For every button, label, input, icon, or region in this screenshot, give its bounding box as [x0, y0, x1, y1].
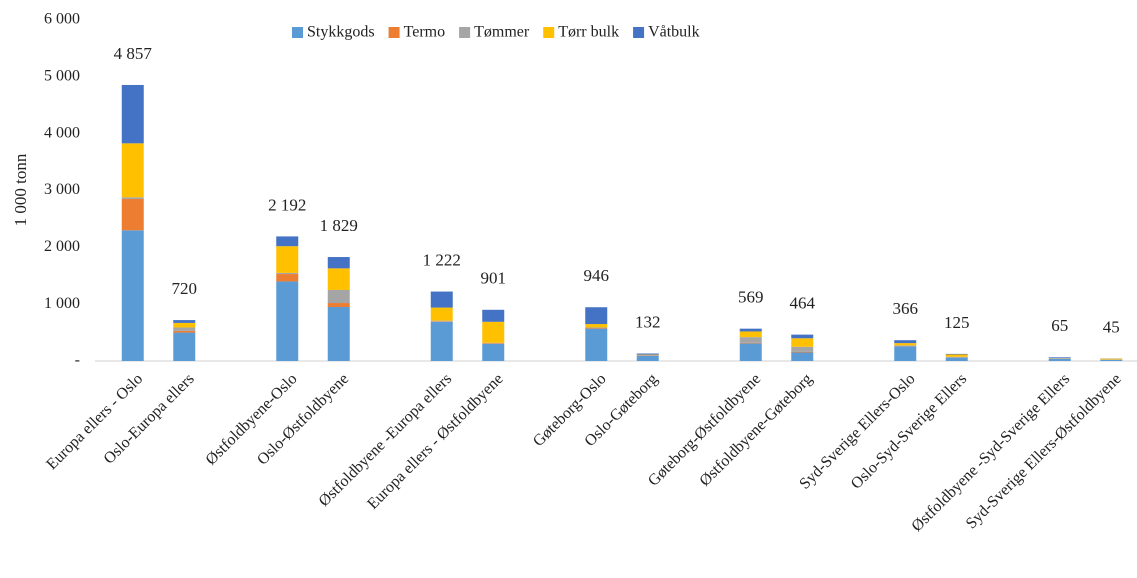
total-label: 901 [481, 269, 507, 288]
bar-segment [173, 322, 196, 328]
bar-segment [430, 321, 453, 322]
bar-segment [791, 338, 814, 347]
total-label: 132 [635, 312, 661, 331]
y-tick-label: 6 000 [44, 11, 80, 28]
total-label: 65 [1051, 316, 1068, 335]
bar-segment [276, 246, 299, 273]
bar-segment [276, 236, 299, 247]
bar-segment [173, 320, 196, 323]
bar-segment [121, 199, 144, 231]
bar-segment [945, 353, 968, 355]
bar-segment [430, 291, 453, 308]
y-tick-label: 4 000 [44, 124, 80, 141]
bar-segment [327, 268, 350, 290]
bar-segment [894, 343, 917, 346]
bar-segment [173, 332, 196, 361]
legend-swatch [633, 27, 645, 38]
bar-segment [430, 320, 453, 322]
bar-segment [276, 272, 299, 275]
x-tick-label: Europa ellers - Oslo [43, 370, 146, 473]
bar-segment [327, 303, 350, 308]
total-label: 366 [893, 299, 919, 318]
legend-label: Tørr bulk [558, 24, 619, 41]
bar-segment [894, 346, 917, 361]
bar-segment [894, 345, 917, 346]
bar-segment [430, 307, 453, 321]
bar-segment [173, 327, 196, 331]
bar-segment [739, 328, 762, 332]
bar-segment [739, 331, 762, 338]
bar-segment [585, 328, 608, 361]
total-label: 4 857 [114, 44, 153, 63]
bar-segment [121, 230, 144, 361]
legend-swatch [292, 27, 303, 38]
bar-segment [739, 343, 762, 361]
bar-segment [636, 355, 659, 356]
bar-segment [430, 321, 453, 361]
bar-segment [945, 354, 968, 357]
bar-segment [121, 143, 144, 198]
bar-segment [894, 340, 917, 344]
bar-segment [482, 309, 505, 322]
bar-segment [121, 84, 144, 144]
bar-segment [791, 351, 814, 353]
legend-label: Tømmer [474, 24, 530, 41]
bar-segment [791, 346, 814, 352]
bar-segment [1048, 358, 1071, 361]
y-tick-label: 1 000 [44, 295, 80, 312]
x-tick-label: Østfoldbyene-Oslo [203, 370, 301, 468]
bar-segment [585, 307, 608, 325]
bar-segment [585, 324, 608, 328]
y-tick-label: - [75, 352, 80, 369]
y-tick-label: 5 000 [44, 68, 80, 85]
bar-segment [482, 321, 505, 343]
bar-segment [791, 352, 814, 361]
y-tick-label: 3 000 [44, 181, 80, 198]
bar-segment [327, 289, 350, 304]
bar-segment [482, 343, 505, 344]
bar-segment [945, 357, 968, 361]
bar-segment [739, 342, 762, 344]
total-label: 946 [584, 266, 610, 285]
total-label: 1 222 [423, 250, 461, 269]
bar-segment [276, 281, 299, 361]
bar-segment [585, 328, 608, 329]
bar-segment [585, 327, 608, 329]
legend-swatch [388, 27, 400, 38]
legend-label: Termo [404, 24, 446, 41]
x-tick-label: Oslo-Europa ellers [101, 370, 198, 467]
bar-segment [1100, 359, 1123, 361]
bar-segment [636, 353, 659, 355]
bar-segment [1048, 357, 1071, 359]
bar-segment [945, 356, 968, 358]
x-tick-label: Oslo-Østfoldbyene [254, 370, 352, 468]
total-label: 125 [944, 313, 970, 332]
bar-segment [791, 334, 814, 339]
bar-segment [276, 274, 299, 282]
bar-segment [482, 342, 505, 344]
bar-segment [636, 355, 659, 361]
legend-label: Stykkgods [307, 24, 375, 41]
total-label: 720 [172, 279, 198, 298]
legend-swatch [459, 27, 471, 38]
legend-swatch [543, 27, 555, 38]
bar-segment [482, 343, 505, 361]
bar-segment [173, 330, 196, 333]
legend-label: Våtbulk [648, 24, 700, 41]
total-label: 464 [790, 294, 816, 313]
bar-segment [739, 337, 762, 343]
bar-segment [327, 307, 350, 361]
bar-segment [121, 197, 144, 200]
y-axis-label: 1 000 tonn [11, 153, 30, 226]
total-label: 569 [738, 288, 764, 307]
total-label: 1 829 [320, 216, 358, 235]
total-label: 2 192 [268, 195, 306, 214]
y-tick-label: 2 000 [44, 238, 80, 255]
bar-segment [1100, 358, 1123, 360]
total-label: 45 [1103, 317, 1120, 336]
bar-segment [327, 257, 350, 269]
